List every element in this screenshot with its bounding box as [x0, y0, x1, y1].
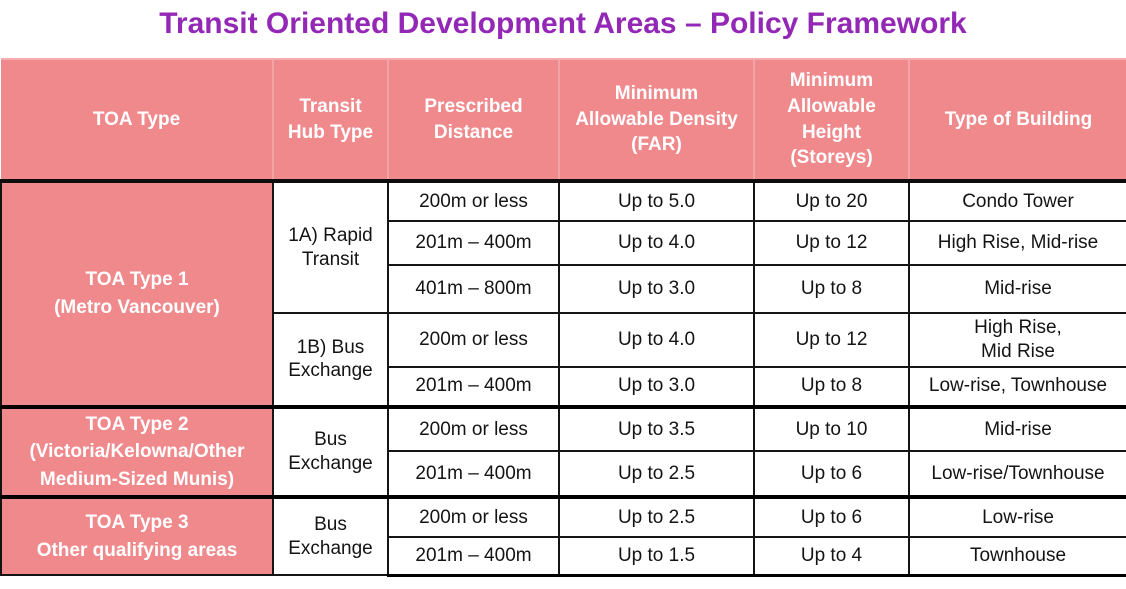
cell-prescribed-distance: 200m or less: [387, 404, 560, 453]
cell-prescribed-distance: 201m – 400m: [387, 450, 560, 499]
cell-prescribed-distance: 201m – 400m: [387, 536, 560, 577]
cell-density: Up to 1.5: [558, 536, 755, 577]
cell-building-type: High Rise, Mid Rise: [908, 312, 1126, 368]
cell-height: Up to 6: [753, 450, 910, 499]
col-header-toa-type: TOA Type: [1, 58, 273, 183]
hub-type-cell: 1A) Rapid Transit: [272, 180, 389, 314]
cell-prescribed-distance: 201m – 400m: [387, 365, 560, 408]
col-header-min-height: Minimum Allowable Height (Storeys): [753, 58, 909, 183]
hub-type-cell: 1B) Bus Exchange: [272, 312, 389, 408]
cell-building-type: Mid-rise: [908, 264, 1126, 314]
cell-building-type: Low-rise/Townhouse: [908, 450, 1126, 499]
cell-prescribed-distance: 401m – 800m: [387, 264, 560, 314]
cell-prescribed-distance: 200m or less: [387, 312, 560, 368]
cell-density: Up to 3.0: [558, 365, 755, 408]
page-title: Transit Oriented Development Areas – Pol…: [159, 7, 967, 40]
cell-height: Up to 4: [753, 536, 910, 577]
cell-density: Up to 2.5: [558, 495, 755, 539]
col-header-prescribed-distance: Prescribed Distance: [387, 58, 559, 183]
col-header-building-type: Type of Building: [908, 58, 1126, 183]
table-row: TOA Type 1 (Metro Vancouver) 1A) Rapid T…: [0, 180, 1126, 408]
cell-density: Up to 4.0: [558, 220, 755, 266]
cell-height: Up to 6: [753, 495, 910, 539]
table-row: TOA Type 2 (Victoria/Kelowna/Other Mediu…: [0, 404, 1126, 499]
table-row: 201m – 400m Up to 3.0 Up to 8 Low-rise, …: [1, 365, 1126, 408]
header-row: TOA Type Transit Hub Type Prescribed Dis…: [1, 58, 1126, 183]
hub-type-cell: Bus Exchange: [272, 404, 389, 499]
cell-height: Up to 8: [753, 365, 910, 408]
cell-building-type: Mid-rise: [908, 404, 1126, 453]
table-row: 201m – 400m Up to 4.0 Up to 12 High Rise…: [1, 220, 1126, 266]
table-row: 401m – 800m Up to 3.0 Up to 8 Mid-rise: [1, 264, 1126, 314]
table-row: TOA Type 3 Other qualifying areas Bus Ex…: [0, 495, 1126, 577]
cell-height: Up to 12: [753, 312, 910, 368]
cell-building-type: Condo Tower: [908, 180, 1126, 222]
col-header-transit-hub-type: Transit Hub Type: [272, 58, 388, 183]
cell-height: Up to 10: [753, 404, 910, 453]
cell-building-type: Low-rise, Townhouse: [908, 365, 1126, 408]
cell-density: Up to 2.5: [558, 450, 755, 499]
cell-height: Up to 8: [753, 264, 910, 314]
cell-density: Up to 4.0: [558, 312, 755, 368]
cell-prescribed-distance: 201m – 400m: [387, 220, 560, 266]
cell-height: Up to 20: [753, 180, 910, 222]
col-header-min-density: Minimum Allowable Density (FAR): [558, 58, 754, 183]
toa-type-2-cell: TOA Type 2 (Victoria/Kelowna/Other Mediu…: [0, 404, 274, 499]
table-row: 1B) Bus Exchange 200m or less Up to 4.0 …: [1, 312, 1126, 408]
cell-height: Up to 12: [753, 220, 910, 266]
cell-prescribed-distance: 200m or less: [387, 180, 560, 222]
cell-building-type: Townhouse: [908, 536, 1126, 577]
toa-type-3-cell: TOA Type 3 Other qualifying areas: [0, 495, 274, 577]
cell-prescribed-distance: 200m or less: [387, 495, 560, 539]
table-row: 201m – 400m Up to 2.5 Up to 6 Low-rise/T…: [1, 450, 1126, 499]
cell-density: Up to 3.5: [558, 404, 755, 453]
cell-density: Up to 5.0: [558, 180, 755, 222]
hub-type-cell: Bus Exchange: [272, 495, 389, 577]
cell-building-type: Low-rise: [908, 495, 1126, 539]
cell-building-type: High Rise, Mid-rise: [908, 220, 1126, 266]
toa-type-1-cell: TOA Type 1 (Metro Vancouver): [0, 180, 274, 408]
table-row: 201m – 400m Up to 1.5 Up to 4 Townhouse: [1, 536, 1126, 577]
cell-density: Up to 3.0: [558, 264, 755, 314]
policy-framework-table: TOA Type Transit Hub Type Prescribed Dis…: [0, 58, 1126, 577]
